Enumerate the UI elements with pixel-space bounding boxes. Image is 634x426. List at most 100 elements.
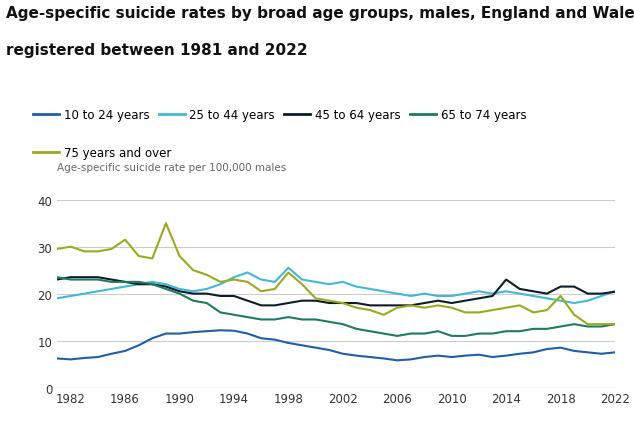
45 to 64 years bbox=[421, 301, 429, 306]
75 years and over bbox=[571, 313, 578, 318]
65 to 74 years bbox=[285, 315, 292, 320]
65 to 74 years bbox=[339, 322, 347, 327]
10 to 24 years bbox=[176, 331, 183, 337]
Text: Age-specific suicide rate per 100,000 males: Age-specific suicide rate per 100,000 ma… bbox=[57, 163, 287, 173]
25 to 44 years bbox=[366, 287, 374, 292]
65 to 74 years bbox=[557, 324, 564, 329]
25 to 44 years bbox=[190, 289, 197, 294]
75 years and over bbox=[203, 273, 210, 278]
65 to 74 years bbox=[67, 277, 74, 282]
25 to 44 years bbox=[448, 294, 455, 299]
Legend: 10 to 24 years, 25 to 44 years, 45 to 64 years, 65 to 74 years: 10 to 24 years, 25 to 44 years, 45 to 64… bbox=[28, 104, 531, 126]
25 to 44 years bbox=[176, 287, 183, 292]
45 to 64 years bbox=[217, 294, 224, 299]
75 years and over bbox=[243, 279, 251, 285]
45 to 64 years bbox=[162, 285, 170, 290]
45 to 64 years bbox=[434, 298, 442, 303]
25 to 44 years bbox=[475, 289, 482, 294]
10 to 24 years bbox=[203, 329, 210, 334]
75 years and over bbox=[121, 237, 129, 242]
25 to 44 years bbox=[421, 291, 429, 296]
75 years and over bbox=[598, 322, 605, 327]
10 to 24 years bbox=[434, 353, 442, 358]
25 to 44 years bbox=[598, 294, 605, 299]
45 to 64 years bbox=[257, 303, 265, 308]
45 to 64 years bbox=[598, 291, 605, 296]
75 years and over bbox=[529, 310, 537, 315]
10 to 24 years bbox=[94, 354, 101, 360]
25 to 44 years bbox=[489, 291, 496, 296]
65 to 74 years bbox=[81, 277, 88, 282]
75 years and over bbox=[421, 305, 429, 311]
25 to 44 years bbox=[557, 298, 564, 303]
75 years and over bbox=[448, 305, 455, 311]
25 to 44 years bbox=[285, 266, 292, 271]
45 to 64 years bbox=[298, 298, 306, 303]
25 to 44 years bbox=[516, 291, 524, 296]
65 to 74 years bbox=[271, 317, 278, 322]
Line: 10 to 24 years: 10 to 24 years bbox=[57, 331, 615, 360]
75 years and over bbox=[217, 279, 224, 285]
65 to 74 years bbox=[230, 313, 238, 318]
65 to 74 years bbox=[108, 279, 115, 285]
10 to 24 years bbox=[339, 351, 347, 357]
25 to 44 years bbox=[502, 289, 510, 294]
10 to 24 years bbox=[108, 351, 115, 357]
75 years and over bbox=[489, 308, 496, 313]
10 to 24 years bbox=[380, 356, 387, 361]
45 to 64 years bbox=[53, 277, 61, 282]
65 to 74 years bbox=[148, 282, 156, 287]
45 to 64 years bbox=[121, 279, 129, 285]
45 to 64 years bbox=[353, 301, 360, 306]
45 to 64 years bbox=[67, 275, 74, 280]
25 to 44 years bbox=[529, 294, 537, 299]
45 to 64 years bbox=[325, 301, 333, 306]
75 years and over bbox=[312, 296, 320, 301]
65 to 74 years bbox=[366, 329, 374, 334]
45 to 64 years bbox=[557, 285, 564, 290]
10 to 24 years bbox=[598, 351, 605, 357]
65 to 74 years bbox=[584, 324, 592, 329]
10 to 24 years bbox=[571, 348, 578, 354]
10 to 24 years bbox=[190, 330, 197, 335]
65 to 74 years bbox=[394, 334, 401, 339]
25 to 44 years bbox=[407, 294, 415, 299]
75 years and over bbox=[380, 313, 387, 318]
10 to 24 years bbox=[81, 356, 88, 361]
75 years and over bbox=[611, 322, 619, 327]
Line: 45 to 64 years: 45 to 64 years bbox=[57, 278, 615, 306]
10 to 24 years bbox=[584, 350, 592, 355]
65 to 74 years bbox=[543, 326, 551, 331]
25 to 44 years bbox=[394, 291, 401, 296]
10 to 24 years bbox=[162, 331, 170, 337]
45 to 64 years bbox=[366, 303, 374, 308]
10 to 24 years bbox=[489, 354, 496, 360]
45 to 64 years bbox=[448, 301, 455, 306]
25 to 44 years bbox=[271, 279, 278, 285]
10 to 24 years bbox=[543, 347, 551, 352]
10 to 24 years bbox=[557, 345, 564, 350]
65 to 74 years bbox=[529, 326, 537, 331]
10 to 24 years bbox=[407, 357, 415, 362]
Legend: 75 years and over: 75 years and over bbox=[28, 142, 176, 164]
65 to 74 years bbox=[475, 331, 482, 337]
45 to 64 years bbox=[571, 285, 578, 290]
65 to 74 years bbox=[407, 331, 415, 337]
10 to 24 years bbox=[448, 354, 455, 360]
65 to 74 years bbox=[353, 326, 360, 331]
25 to 44 years bbox=[611, 289, 619, 294]
75 years and over bbox=[475, 310, 482, 315]
25 to 44 years bbox=[108, 287, 115, 292]
25 to 44 years bbox=[243, 270, 251, 275]
65 to 74 years bbox=[421, 331, 429, 337]
10 to 24 years bbox=[353, 353, 360, 358]
75 years and over bbox=[339, 301, 347, 306]
45 to 64 years bbox=[380, 303, 387, 308]
65 to 74 years bbox=[135, 279, 143, 285]
10 to 24 years bbox=[271, 337, 278, 343]
10 to 24 years bbox=[366, 354, 374, 360]
75 years and over bbox=[53, 247, 61, 252]
25 to 44 years bbox=[81, 291, 88, 296]
10 to 24 years bbox=[230, 328, 238, 334]
25 to 44 years bbox=[203, 287, 210, 292]
